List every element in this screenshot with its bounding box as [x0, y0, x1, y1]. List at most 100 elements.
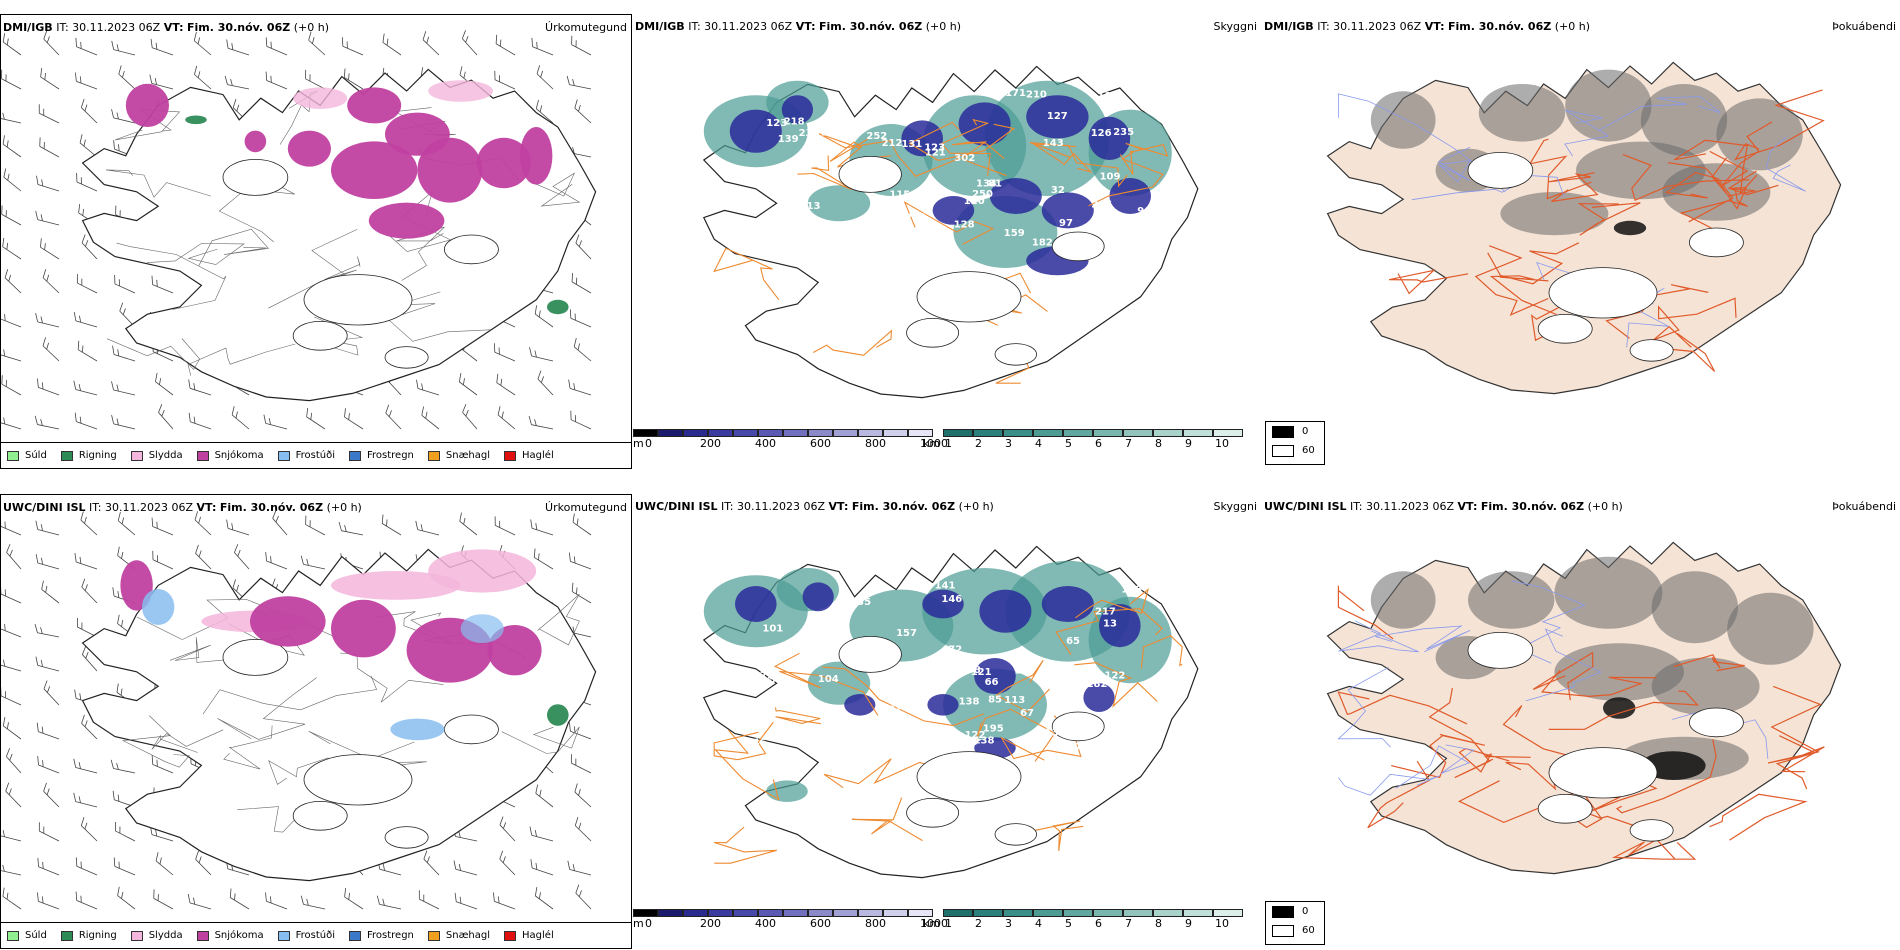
wind-barb — [188, 412, 212, 430]
visibility-panel: DMI/IGB IT: 30.11.2023 06Z VT: Fim. 30.n… — [633, 14, 1261, 469]
glacier-outline — [1629, 339, 1674, 362]
panel-field-name: Þokuábendi — [1832, 500, 1896, 513]
colorbar-tick: 10 — [1215, 917, 1229, 930]
fog-index-area — [1651, 571, 1738, 644]
colorbar-tick: 7 — [1125, 917, 1132, 930]
colorbar-cell — [1153, 429, 1183, 437]
wind-barb — [534, 305, 554, 328]
visibility-value-label: 302 — [954, 153, 975, 164]
visibility-value-label: 133 — [903, 730, 924, 741]
wind-barb — [43, 30, 60, 56]
wind-barb — [73, 312, 98, 328]
colorbar-cell — [973, 429, 1003, 437]
colorbar-km-strip — [943, 909, 1243, 917]
legend-item-frostúði: Frostúði — [277, 930, 335, 941]
glacier-outline — [384, 826, 429, 849]
visibility-value-label: 72 — [948, 645, 962, 656]
wind-barb — [574, 817, 592, 842]
very-low-visibility-area — [729, 109, 782, 153]
wind-barb — [158, 404, 174, 430]
road-line — [774, 707, 821, 725]
road-line — [1337, 691, 1468, 725]
wind-barb — [229, 888, 250, 910]
visibility-value-label: 155 — [821, 128, 842, 139]
colorbar-tick: 2 — [975, 917, 982, 930]
visibility-value-label: 128 — [873, 220, 894, 231]
wind-barb — [2, 887, 22, 910]
colorbar-cell — [1153, 909, 1183, 917]
fog-index-area — [1554, 643, 1684, 701]
wind-barb — [188, 379, 212, 396]
visibility-value-label: 141 — [935, 580, 956, 591]
wind-barb — [74, 412, 98, 430]
river-line — [1338, 620, 1419, 653]
fog-index-key: 0 60 — [1265, 901, 1325, 945]
road-line — [1055, 608, 1163, 656]
glacier-outline — [443, 234, 499, 265]
it-value: 30.11.2023 06Z — [72, 21, 161, 34]
colorbar-cell — [1213, 429, 1243, 437]
wind-barb — [1, 112, 22, 124]
wind-barb — [416, 379, 440, 396]
wind-barb — [224, 75, 250, 90]
wind-barb — [73, 758, 98, 774]
wind-barb — [341, 37, 364, 56]
visibility-value-label: 108 — [1120, 247, 1141, 258]
glacier-outline — [303, 274, 413, 326]
wind-barb — [193, 31, 212, 56]
wind-barb — [76, 274, 98, 294]
wind-barb — [566, 75, 592, 90]
colorbar-meters: m 0 200 400 600 800 1000 — [633, 909, 948, 931]
fog-index-area — [1478, 84, 1566, 142]
very-low-visibility-area — [802, 582, 834, 612]
wind-barb — [569, 722, 592, 740]
visibility-value-label: 67 — [1020, 708, 1034, 719]
wind-barb — [573, 338, 592, 362]
sleet-area — [293, 87, 348, 109]
glacier-outline — [906, 317, 960, 348]
road-line — [1388, 269, 1469, 295]
colorbar-cell — [733, 429, 758, 437]
visibility-value-label: 113 — [800, 201, 821, 212]
precip-map — [1, 30, 597, 430]
road-line — [1074, 662, 1158, 708]
road-line — [1548, 690, 1699, 730]
visibility-value-label: 787 — [928, 663, 949, 674]
wind-barb — [74, 553, 98, 570]
road-line — [1709, 793, 1808, 841]
colorbar-cell — [658, 429, 683, 437]
road-line — [1577, 202, 1641, 236]
colorbar-cell — [683, 909, 708, 917]
vt-value: Fim. 30.nóv. 06Z — [1480, 500, 1585, 513]
colorbar-tick: 800 — [865, 437, 886, 450]
colorbar-cell — [683, 429, 708, 437]
very-low-visibility-area — [1109, 178, 1151, 214]
legend-item-snæhagl: Snæhagl — [427, 930, 490, 941]
precip-type-panel: UWC/DINI ISL IT: 30.11.2023 06Z VT: Fim.… — [0, 494, 632, 949]
wind-barb — [533, 548, 554, 570]
wind-barb — [118, 65, 136, 90]
wind-barb — [305, 515, 326, 536]
wind-barb — [38, 104, 60, 124]
colorbar-tick: 8 — [1155, 437, 1162, 450]
vt-label: VT: — [1424, 20, 1445, 33]
wind-barb — [42, 337, 60, 362]
very-low-visibility-area — [1026, 95, 1089, 139]
colorbar-cell — [833, 429, 858, 437]
road-line — [975, 708, 1056, 762]
lead-time: (+0 h) — [1587, 500, 1623, 513]
colorbar-tick: 1000 — [920, 917, 948, 930]
fog-map — [1326, 61, 1842, 395]
fog-index-area — [1468, 571, 1555, 629]
river-line — [1338, 773, 1440, 796]
wind-barb — [35, 520, 60, 536]
visibility-value-label: 188 — [908, 241, 929, 252]
colorbar-cell — [1093, 909, 1123, 917]
visibility-value-label: 145 — [906, 226, 927, 237]
model-name: DMI/IGB — [3, 21, 53, 34]
wind-barb — [81, 234, 98, 260]
visibility-value-label: 138 — [1121, 584, 1142, 595]
fog-key-swatch — [1272, 425, 1294, 438]
visibility-value-label: 114 — [759, 250, 780, 261]
wind-barb — [1, 830, 22, 842]
